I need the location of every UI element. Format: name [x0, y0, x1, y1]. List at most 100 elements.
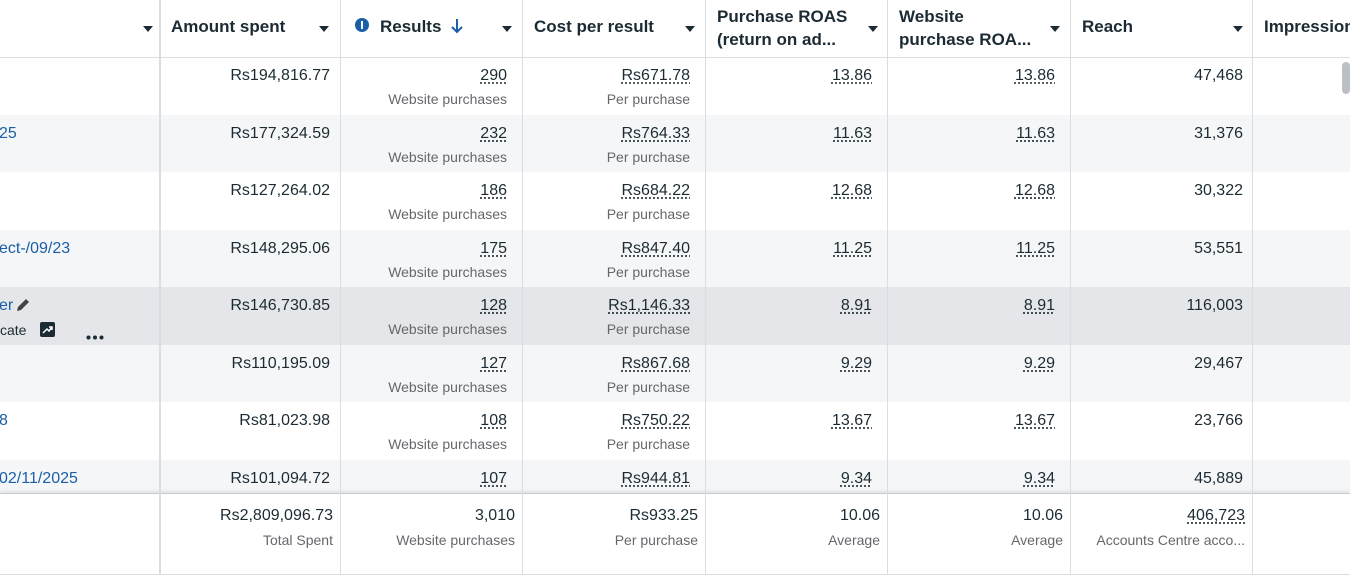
dropdown-caret[interactable]	[868, 26, 878, 32]
column-header[interactable]: Cost per result	[534, 17, 654, 36]
cell-value: Rs944.81	[621, 469, 691, 487]
column-header[interactable]: (return on ad...	[717, 30, 836, 49]
cell-value: 29,467	[1194, 354, 1243, 372]
cell-value: 175	[480, 239, 507, 257]
cell-value: Rs684.22	[621, 182, 691, 199]
info-dot	[361, 21, 363, 29]
cell-value: Rs110,195.09	[231, 354, 330, 372]
dropdown-caret[interactable]	[502, 26, 512, 32]
cell-value: Rs847.40	[621, 239, 691, 257]
dropdown-caret[interactable]	[685, 26, 695, 32]
cell-subtext: Per purchase	[606, 206, 690, 222]
cell-value: Rs933.25	[629, 507, 699, 524]
cell-value: Rs2,809,096.73	[220, 507, 333, 524]
cell-value: 290	[480, 67, 507, 84]
cell-value: 127	[480, 354, 507, 372]
campaign-name[interactable]: ect-/09/23	[0, 239, 71, 257]
cell-value: Rs671.78	[621, 67, 691, 84]
column-divider	[1252, 0, 1253, 574]
cell-value: Rs177,324.59	[230, 124, 330, 142]
cell-value: 13.86	[831, 67, 872, 84]
cell-value: Rs127,264.02	[230, 182, 330, 199]
cell-subtext: Website purchases	[388, 148, 507, 165]
column-header[interactable]: Reach	[1082, 17, 1134, 36]
campaign-name[interactable]: er	[0, 297, 14, 314]
pencil[interactable]	[15, 297, 31, 313]
cell-value: Rs194,816.77	[230, 67, 330, 84]
cell-subtext: Accounts Centre acco...	[1096, 532, 1245, 548]
cell-subtext: Website purchases	[388, 91, 507, 107]
info-icon	[355, 18, 369, 32]
campaign-name[interactable]: 25	[0, 124, 17, 142]
column-divider	[705, 0, 706, 574]
cell-value: 8.91	[1023, 297, 1055, 314]
row-background	[0, 344, 1350, 403]
column-header[interactable]: Website	[899, 7, 964, 26]
dots[interactable]	[86, 335, 104, 340]
scrollbar-thumb	[1342, 62, 1350, 94]
cell-value: 108	[480, 412, 507, 429]
cell-value: Rs867.68	[621, 354, 691, 372]
edit-icon	[15, 297, 31, 313]
cell-value: 9.34	[1023, 469, 1055, 487]
column-header[interactable]: Impressions	[1264, 17, 1350, 36]
dropdown-caret[interactable]	[143, 26, 153, 32]
column-divider	[340, 0, 341, 574]
column-divider	[1070, 0, 1071, 574]
cell-value: 3,010	[474, 507, 515, 524]
arrow[interactable]	[40, 322, 55, 337]
cell-value: 11.63	[833, 124, 872, 142]
cell-value: 9.29	[1023, 354, 1055, 372]
row-background	[0, 402, 1350, 460]
cell-value: Rs750.22	[621, 412, 691, 429]
cell-value: 23,766	[1194, 412, 1243, 429]
action-label[interactable]: cate	[0, 322, 27, 338]
column-header[interactable]: Purchase ROAS	[717, 7, 848, 26]
cell-subtext: Per purchase	[606, 378, 690, 395]
cell-value: 11.25	[833, 239, 872, 257]
cell-value: 8.91	[840, 297, 872, 314]
campaign-name[interactable]: 8	[0, 412, 8, 429]
cell-subtext: Website purchases	[388, 321, 507, 337]
cell-value: 186	[480, 182, 507, 199]
header-background	[0, 0, 1350, 58]
cell-value: 12.68	[831, 182, 872, 199]
column-divider	[159, 0, 161, 574]
column-divider	[887, 0, 888, 574]
cell-value: Rs101,094.72	[230, 469, 330, 487]
row-background	[0, 114, 1350, 173]
cell-value: 13.67	[831, 412, 872, 429]
cell-value: Rs146,730.85	[230, 297, 330, 314]
cell-value: 10.06	[1022, 507, 1063, 524]
sort-arrow-icon	[451, 19, 463, 34]
footer-background	[0, 493, 1350, 575]
cell-value: 9.29	[840, 354, 872, 372]
more-icon	[86, 327, 104, 340]
cell-subtext: Website purchases	[388, 436, 507, 452]
cell-value: 30,322	[1194, 182, 1243, 199]
cell-value: 13.86	[1014, 67, 1055, 84]
cell-subtext: Per purchase	[606, 263, 690, 280]
campaign-name[interactable]: 02/11/2025	[0, 469, 78, 487]
cell-value: 12.68	[1014, 182, 1055, 199]
column-divider	[522, 0, 523, 574]
cell-subtext: Per purchase	[606, 148, 690, 165]
cell-subtext: Per purchase	[606, 91, 690, 107]
cell-subtext: Website purchases	[388, 378, 507, 395]
cell-subtext: Website purchases	[388, 263, 507, 280]
column-header[interactable]: purchase ROA...	[899, 30, 1032, 49]
dropdown-caret[interactable]	[319, 26, 329, 32]
cell-value: 11.63	[1016, 124, 1055, 142]
dropdown-caret[interactable]	[1050, 26, 1060, 32]
cell-subtext: Average	[1011, 532, 1063, 548]
cell-value: Rs81,023.98	[239, 412, 330, 429]
cell-subtext: Per purchase	[606, 321, 690, 337]
column-header[interactable]: Results	[380, 17, 442, 36]
cell-value: 31,376	[1194, 124, 1243, 142]
dropdown-caret[interactable]	[1233, 26, 1243, 32]
column-header[interactable]: Amount spent	[171, 17, 286, 36]
cell-value: 53,551	[1194, 239, 1243, 257]
cell-value: 116,003	[1186, 297, 1243, 314]
cell-value: Rs764.33	[621, 124, 691, 142]
